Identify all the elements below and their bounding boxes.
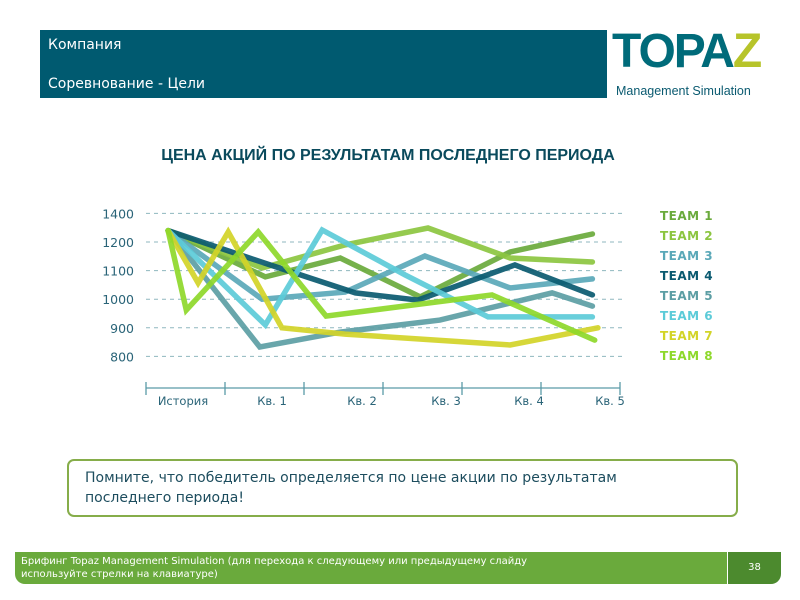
series-line-team-6 [165,226,596,330]
x-tick-label: Кв. 5 [595,394,625,408]
legend-entry-team-3: TEAM 3 [660,249,713,263]
x-tick-label: Кв. 3 [431,394,461,408]
y-tick-label: 1000 [102,292,134,307]
reminder-text: Помните, что победитель определяется по … [85,470,617,506]
topaz-logo: TOPAZ Management Simulation [608,28,778,103]
legend-entry-team-6: TEAM 6 [660,309,713,323]
legend-entry-team-2: TEAM 2 [660,229,713,243]
series-line-team-5 [165,227,596,351]
x-tick-label: Кв. 2 [347,394,377,408]
section-title: Соревнование - Цели [48,76,205,92]
legend-entry-team-5: TEAM 5 [660,289,713,303]
x-tick-label: Кв. 1 [257,394,287,408]
y-tick-label: 1100 [102,264,134,279]
legend-entry-team-4: TEAM 4 [660,269,713,283]
logo-wordmark: TOPAZ [612,25,762,78]
series-line-team-8 [165,227,598,343]
series-line-team-3 [165,227,596,303]
legend-entry-team-1: TEAM 1 [660,209,713,223]
page-number: 38 [748,562,761,573]
logo-tagline: Management Simulation [616,84,751,98]
logo-word-accent: Z [732,25,762,78]
y-tick-label: 1200 [102,235,134,250]
chart-title: ЦЕНА АКЦИЙ ПО РЕЗУЛЬТАТАМ ПОСЛЕДНЕГО ПЕР… [161,147,615,164]
y-tick-label: 900 [110,321,134,336]
y-tick-label: 800 [110,349,134,364]
legend-entry-team-8: TEAM 8 [660,349,713,363]
page-number-box: 38 [728,552,781,584]
x-tick-label: Кв. 4 [514,394,544,408]
series-line-team-4 [165,227,596,303]
logo-word-main: TOPA [612,25,735,78]
footer-text: Брифинг Topaz Management Simulation (для… [21,556,528,580]
footer-bar: Брифинг Topaz Management Simulation (для… [15,552,727,584]
y-tick-label: 1400 [102,206,134,221]
x-tick-label: История [158,394,208,408]
company-label: Компания [48,37,122,53]
legend-entry-team-7: TEAM 7 [660,329,713,343]
reminder-box: Помните, что победитель определяется по … [67,459,738,517]
header-band: Компания Соревнование - Цели [40,30,607,98]
